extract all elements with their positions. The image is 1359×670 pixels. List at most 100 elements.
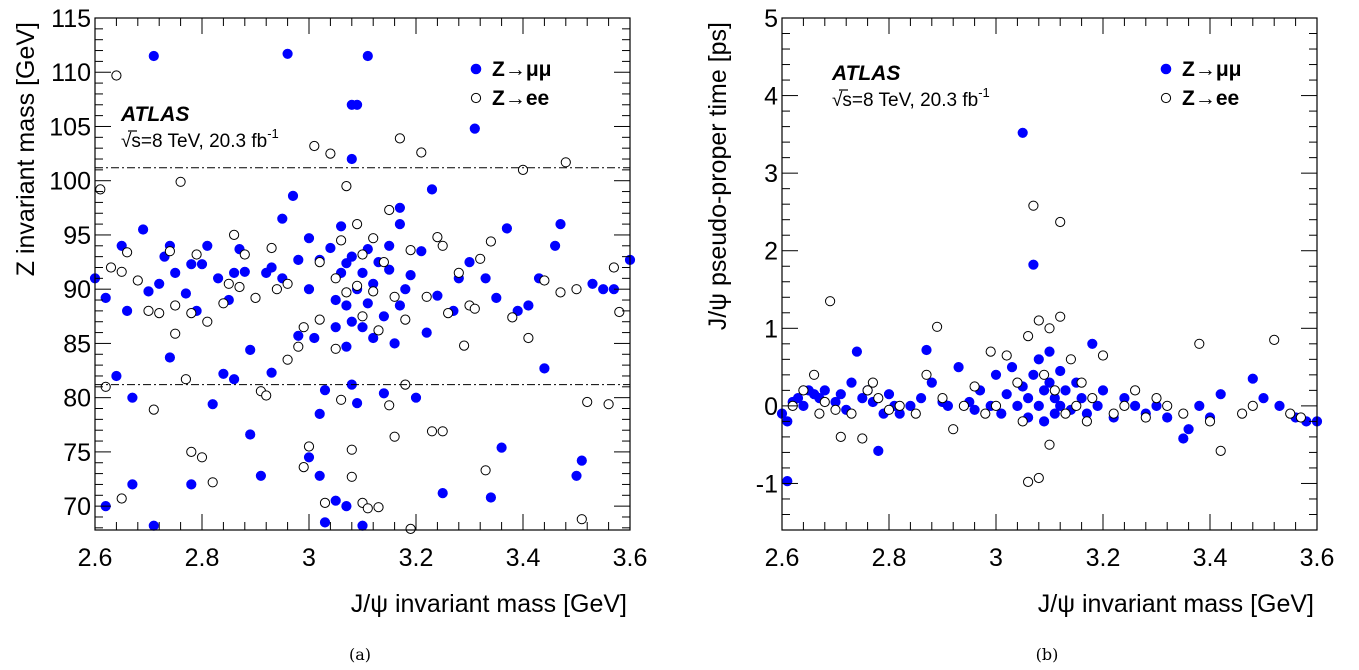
panel-b-legend-marker-mumu: [1160, 63, 1172, 75]
panel-a-point-ee: [373, 502, 384, 513]
panel-b-xtick-label: 2.8: [872, 544, 907, 572]
panel-a-point-ee: [373, 325, 384, 336]
panel-a-point-ee: [239, 249, 250, 260]
panel-a-point-ee: [443, 308, 454, 319]
panel-a-ytick-label: 70: [63, 493, 91, 521]
panel-b-xtick-label: 3.6: [1300, 544, 1335, 572]
panel-b-point-ee: [1237, 408, 1248, 419]
panel-a-point-mumu: [378, 311, 390, 322]
panel-a-point-ee: [229, 229, 240, 240]
panel-a-point-mumu: [469, 123, 480, 134]
panel-a-point-mumu: [336, 221, 347, 232]
panel-a-point-mumu: [357, 520, 368, 531]
panel-a-point-ee: [576, 514, 587, 525]
panel-a-point-mumu: [341, 258, 352, 269]
panel-b: 2.6 2.8 3 3.2 3.4 3.6 -1 0 1 2 3 4 5 J/ψ invariant m…: [704, 5, 1334, 664]
panel-a-point-mumu: [282, 48, 293, 59]
panel-a-ytick-label: 110: [51, 59, 91, 87]
panel-a-point-mumu: [213, 273, 224, 284]
panel-b-point-mumu: [1129, 400, 1141, 412]
panel-a-point-mumu: [170, 267, 181, 279]
panel-b-point-mumu: [873, 445, 884, 457]
panel-b-point-mumu: [883, 389, 895, 400]
panel-a-point-mumu: [148, 50, 159, 62]
panel-b-point-ee: [1012, 377, 1023, 388]
panel-b-point-ee: [1055, 311, 1066, 322]
panel-a-point-ee: [223, 278, 234, 289]
panel-b-point-mumu: [1092, 400, 1103, 412]
panel-a-point-mumu: [138, 224, 149, 235]
panel-a-xtick-label: 3.6: [613, 544, 648, 572]
panel-a-point-ee: [266, 242, 277, 254]
panel-a-point-mumu: [229, 374, 240, 385]
panel-a-point-mumu: [314, 470, 325, 481]
panel-a-point-ee: [191, 249, 202, 260]
panel-a-point-mumu: [598, 284, 609, 295]
panel-b-point-ee: [1065, 354, 1077, 365]
panel-b-point-mumu: [1044, 377, 1055, 388]
panel-a-point-ee: [426, 426, 438, 437]
panel-b-legend-label-mumu: Z→μμ: [1182, 58, 1242, 81]
panel-a-point-ee: [394, 133, 405, 144]
panel-b-point-mumu: [990, 369, 1002, 380]
panel-b-point-ee: [835, 431, 846, 442]
panel-a-xlabel: J/ψ invariant mass [GeV]: [351, 590, 627, 618]
panel-a-point-ee: [341, 287, 352, 298]
panel-a-point-mumu: [266, 367, 277, 378]
panel-b-point-ee: [1130, 385, 1141, 396]
panel-b-xtick-label: 2.6: [765, 544, 800, 572]
panel-b-point-ee: [1039, 369, 1050, 380]
panel-b-point-ee: [910, 408, 921, 419]
panel-a-point-ee: [416, 147, 427, 158]
panel-a-point-ee: [170, 300, 181, 311]
panel-a-point-ee: [175, 176, 186, 187]
panel-a-point-mumu: [555, 219, 566, 230]
panel-a-point-ee: [384, 204, 395, 216]
panel-a-legend-label-ee: Z→ee: [492, 87, 549, 110]
panel-a-point-ee: [148, 404, 159, 415]
panel-a-ticks: [94, 17, 631, 530]
panel-a-point-ee: [218, 298, 229, 309]
panel-b-point-mumu: [1006, 362, 1018, 373]
panel-b-point-mumu: [1012, 400, 1023, 412]
panel-b-point-ee: [814, 408, 825, 419]
panel-a-point-mumu: [432, 290, 443, 301]
panel-b-point-ee: [1119, 400, 1130, 411]
panel-a-point-ee: [309, 140, 320, 152]
panel-a-point-ee: [325, 148, 336, 159]
panel-a-point-ee: [560, 157, 571, 168]
panel-a-point-ee: [111, 70, 122, 81]
panel-b-point-ee: [1081, 416, 1093, 427]
panel-a-point-ee: [459, 340, 470, 351]
panel-a-point-mumu: [330, 322, 341, 333]
panel-a-point-mumu: [341, 341, 352, 352]
panel-b-point-ee: [1194, 338, 1205, 349]
panel-a-point-mumu: [389, 338, 400, 349]
panel-a-point-mumu: [357, 267, 368, 279]
panel-b-point-mumu: [996, 408, 1007, 419]
panel-a-point-mumu: [325, 242, 336, 254]
panel-a-point-ee: [170, 328, 181, 339]
panel-b-ytick-label: 3: [764, 160, 778, 188]
panel-b-point-mumu: [915, 393, 927, 404]
panel-b-point-ee: [969, 381, 980, 392]
panel-a-point-ee: [293, 341, 304, 352]
panel-a-point-ee: [405, 245, 416, 256]
panel-a-point-mumu: [346, 153, 357, 165]
panel-a-point-ee: [517, 164, 529, 175]
panel-b-point-ee: [1140, 412, 1151, 423]
panel-a-point-mumu: [368, 332, 379, 344]
panel-a-point-mumu: [421, 327, 432, 338]
panel-b-point-mumu: [1183, 424, 1194, 435]
panel-a-point-mumu: [180, 288, 191, 299]
panel-b-point-mumu: [1044, 346, 1055, 357]
panel-a-point-mumu: [496, 442, 507, 453]
panel-b-point-mumu: [1215, 389, 1226, 400]
panel-a-point-mumu: [100, 292, 111, 304]
panel-a: 2.6 2.8 3 3.2 3.4 3.6 70 75 80 85 90 95 100 105 110 115…: [12, 5, 647, 664]
panel-a-point-ee: [180, 374, 191, 385]
panel-a-point-mumu: [314, 408, 325, 420]
panel-a-point-mumu: [362, 50, 373, 62]
panel-a-xtick-label: 2.6: [78, 544, 113, 572]
panel-a-point-mumu: [549, 240, 561, 251]
